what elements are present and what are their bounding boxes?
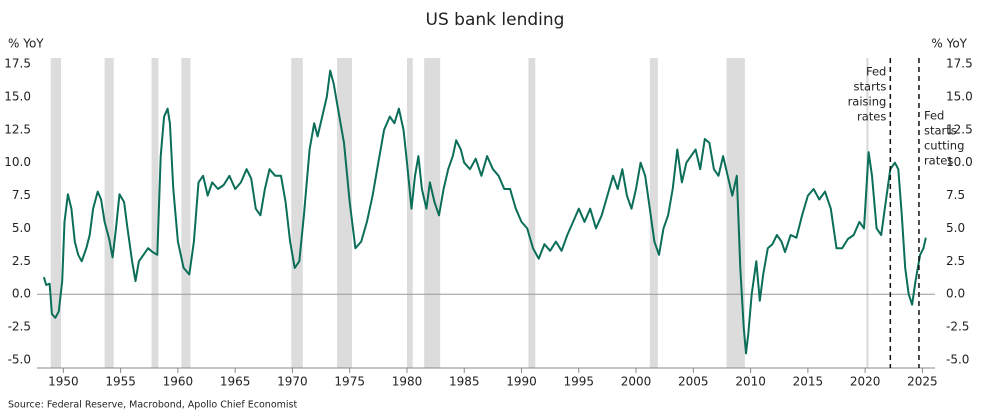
x-tick-label: 1955 [105,375,136,389]
recession-band [649,58,658,368]
event-label: cutting [924,139,964,153]
y-tick-label: 15.0 [4,89,31,103]
y-tick-label: 10.0 [4,155,31,169]
x-tick-label: 1960 [163,375,194,389]
event-label: raising [848,95,887,109]
recession-band [337,58,352,368]
y-tick-label: 0.0 [12,287,31,301]
x-tick-label: 1985 [449,375,480,389]
y2-axis-label: % YoY [931,37,967,51]
chart-title: US bank lending [426,10,565,30]
source-note: Source: Federal Reserve, Macrobond, Apol… [8,400,297,411]
y-tick-label: 12.5 [4,122,31,136]
recession-band [866,58,869,368]
y2-tick-label: 17.5 [946,57,973,71]
event-label: Fed [866,65,886,79]
y-tick-label: 5.0 [12,221,31,235]
y-tick-label: -5.0 [8,353,31,367]
recession-band [291,58,303,368]
y2-tick-label: -2.5 [946,320,969,334]
x-tick-label: 2020 [850,375,881,389]
y-axis-label: % YoY [8,37,44,51]
x-tick-label: 1970 [277,375,308,389]
recession-band [528,58,536,368]
y2-tick-label: 7.5 [946,188,965,202]
y2-tick-label: 15.0 [946,89,973,103]
event-label: Fed [924,109,944,123]
x-tick-label: 1980 [392,375,423,389]
y-tick-label: -2.5 [8,320,31,334]
recession-band [104,58,114,368]
event-label: rates [857,110,886,124]
x-tick-label: 2000 [621,375,652,389]
x-tick-label: 1950 [48,375,79,389]
y2-tick-label: 0.0 [946,287,965,301]
y-tick-label: 7.5 [12,188,31,202]
recession-band [181,58,191,368]
x-tick-label: 1995 [564,375,595,389]
y2-tick-label: 10.0 [946,155,973,169]
event-label: starts [854,80,887,94]
recession-band [406,58,413,368]
y2-tick-label: 12.5 [946,122,973,136]
recession-band [50,58,62,368]
x-tick-label: 2015 [793,375,824,389]
y2-tick-label: -5.0 [946,353,969,367]
event-label: rates [924,154,953,168]
recession-band [151,58,159,368]
recession-band [726,58,745,368]
recession-band [424,58,441,368]
y-tick-label: 2.5 [12,254,31,268]
x-tick-label: 1990 [506,375,537,389]
x-tick-label: 2025 [907,375,938,389]
y2-tick-label: 5.0 [946,221,965,235]
event-label: starts [924,124,957,138]
x-tick-label: 1975 [334,375,365,389]
x-tick-label: 1965 [220,375,251,389]
x-tick-label: 2005 [678,375,709,389]
y-tick-label: 17.5 [4,57,31,71]
y2-tick-label: 2.5 [946,254,965,268]
lending-line [42,69,927,355]
x-tick-label: 2010 [735,375,766,389]
